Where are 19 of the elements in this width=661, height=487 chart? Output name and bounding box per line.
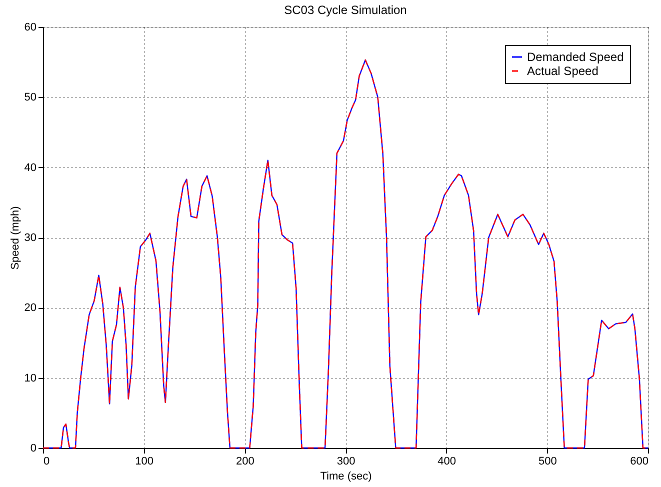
x-tick-label: 600 <box>630 456 648 468</box>
x-tick-label: 200 <box>236 456 254 468</box>
chart-title: SC03 Cycle Simulation <box>284 3 407 17</box>
x-tick-label: 500 <box>538 456 557 468</box>
y-tick-label: 0 <box>30 442 36 454</box>
y-tick-label: 10 <box>24 372 36 384</box>
y-axis-title: Speed (mph) <box>9 206 22 270</box>
x-tick-label: 0 <box>44 456 50 468</box>
y-tick-label: 40 <box>24 162 36 174</box>
x-axis-title: Time (sec) <box>320 470 372 482</box>
x-tick-label: 400 <box>438 456 456 468</box>
y-tick-label: 20 <box>24 302 36 314</box>
x-tick-label: 300 <box>336 456 356 468</box>
y-tick-label: 30 <box>24 232 36 244</box>
y-tick-label: 60 <box>24 22 36 34</box>
x-tick-label: 100 <box>135 456 154 468</box>
legend-label: Demanded Speed <box>527 50 624 64</box>
y-tick-label: 50 <box>24 92 36 104</box>
legend-label: Actual Speed <box>527 64 598 78</box>
